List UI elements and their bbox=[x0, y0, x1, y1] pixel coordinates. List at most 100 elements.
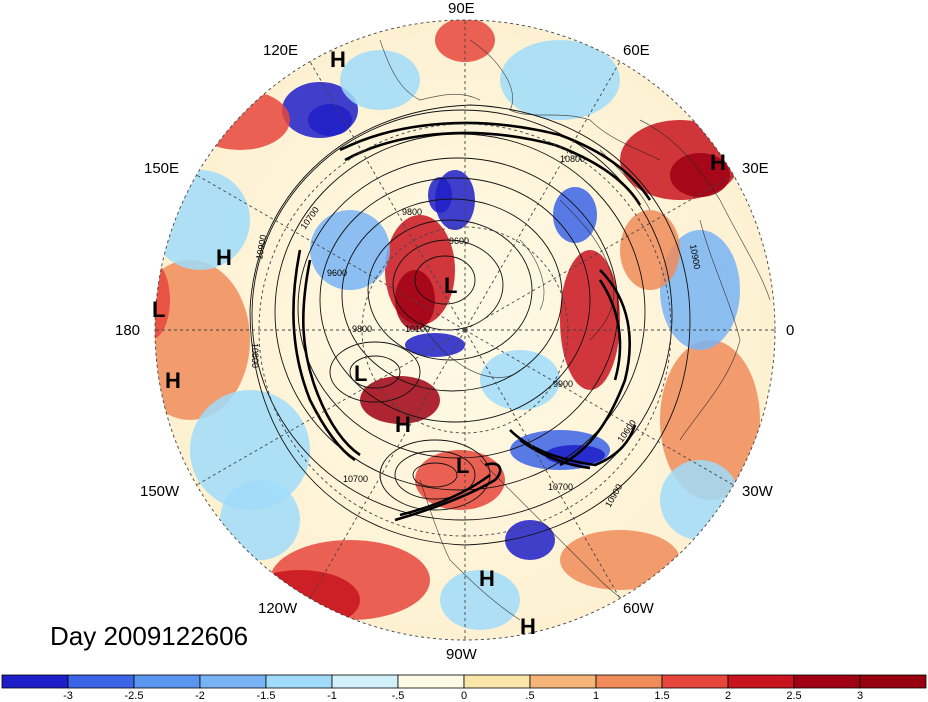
meridian-line bbox=[464, 61, 621, 331]
colorbar-swatch bbox=[793, 674, 861, 689]
colorbar: -3 -2.5 -2 -1.5 -1 -.5 0 .5 1 1.5 2 2.5 3 bbox=[1, 674, 927, 702]
colorbar-swatch bbox=[727, 674, 795, 689]
colorbar-tick-label: -1 bbox=[327, 690, 337, 702]
lon-label-0: 0 bbox=[786, 322, 794, 339]
lon-label-90w: 90W bbox=[446, 646, 478, 663]
day-label: Day 2009122606 bbox=[50, 621, 248, 651]
meridian-line bbox=[464, 329, 734, 486]
high-pressure-marker: H bbox=[520, 614, 536, 639]
pressure-markers: H H H H H H H L L L L bbox=[152, 47, 726, 639]
high-pressure-marker: H bbox=[395, 412, 411, 437]
lon-label-150e: 150E bbox=[144, 160, 179, 177]
contour-label: 10800 bbox=[250, 343, 260, 368]
anomaly-patch bbox=[660, 340, 760, 500]
colorbar-tick-label: -3 bbox=[63, 690, 73, 702]
colorbar-swatch bbox=[199, 674, 267, 689]
lon-label-60w: 60W bbox=[623, 600, 655, 617]
colorbar-swatch bbox=[661, 674, 729, 689]
meridian-line bbox=[309, 61, 466, 331]
colorbar-tick-label: 2.5 bbox=[786, 690, 801, 702]
colorbar-tick-label: 2 bbox=[725, 690, 731, 702]
anomaly-patch bbox=[500, 40, 620, 120]
contour-label: 10900 bbox=[688, 244, 702, 270]
colorbar-swatch bbox=[1, 674, 69, 689]
lon-label-150w: 150W bbox=[140, 483, 180, 500]
anomaly-patch bbox=[505, 520, 555, 560]
anomaly-patch bbox=[440, 570, 520, 630]
contour-label: 10100 bbox=[405, 324, 430, 334]
colorbar-tick-label: 1.5 bbox=[654, 690, 669, 702]
anomaly-patch bbox=[310, 210, 390, 290]
colorbar-tick-label: -2 bbox=[195, 690, 205, 702]
lon-label-180: 180 bbox=[115, 322, 140, 339]
anomaly-patch bbox=[560, 530, 680, 590]
anomaly-patch bbox=[428, 177, 452, 213]
colorbar-tick-label: -1.5 bbox=[257, 690, 276, 702]
lon-label-90e: 90E bbox=[448, 0, 475, 17]
low-pressure-marker: L bbox=[354, 361, 367, 386]
high-pressure-marker: H bbox=[710, 150, 726, 175]
low-pressure-marker: L bbox=[444, 273, 457, 298]
contour-label: 9600 bbox=[327, 268, 347, 278]
lon-label-120e: 120E bbox=[263, 42, 298, 59]
anomaly-patch bbox=[480, 350, 560, 410]
anomaly-patch bbox=[155, 260, 170, 340]
colorbar-tick-label: 0 bbox=[461, 690, 467, 702]
high-pressure-marker: H bbox=[330, 47, 346, 72]
meridian-line bbox=[196, 329, 466, 486]
anomaly-patch bbox=[340, 50, 420, 110]
lon-label-30e: 30E bbox=[742, 160, 769, 177]
colorbar-tick-label: 3 bbox=[857, 690, 863, 702]
colorbar-tick-label: -2.5 bbox=[125, 690, 144, 702]
longitude-labels: 90E 60E 30E 0 30W 60W 90W 120W 150W 180 … bbox=[115, 0, 794, 663]
colorbar-tick-label: -.5 bbox=[392, 690, 405, 702]
contour-label: 9800 bbox=[402, 207, 422, 217]
colorbar-swatch bbox=[397, 674, 465, 689]
colorbar-swatch bbox=[67, 674, 135, 689]
colorbar-swatch bbox=[133, 674, 201, 689]
colorbar-tick-label: 1 bbox=[593, 690, 599, 702]
anomaly-patch bbox=[560, 250, 620, 390]
anomaly-patch bbox=[660, 230, 740, 350]
contour-label: 9600 bbox=[449, 236, 469, 246]
contour-label: 9800 bbox=[352, 324, 372, 334]
colorbar-swatch bbox=[463, 674, 531, 689]
colorbar-tick-label: .5 bbox=[525, 690, 534, 702]
anomaly-field bbox=[155, 20, 775, 640]
jet-stream bbox=[292, 121, 652, 522]
lon-label-60e: 60E bbox=[623, 42, 650, 59]
contour-label: 9900 bbox=[553, 379, 573, 389]
contour-label: 10800 bbox=[560, 154, 585, 164]
lon-label-30w: 30W bbox=[742, 483, 774, 500]
anomaly-patch bbox=[308, 104, 352, 136]
colorbar-swatch bbox=[595, 674, 663, 689]
low-pressure-marker: L bbox=[152, 297, 165, 322]
anomaly-patch bbox=[620, 210, 680, 290]
colorbar-swatch bbox=[331, 674, 399, 689]
colorbar-swatch bbox=[859, 674, 927, 689]
low-pressure-marker: L bbox=[456, 453, 469, 478]
meridian-line bbox=[464, 174, 734, 331]
meridian-line bbox=[196, 174, 466, 331]
height-contours bbox=[249, 104, 691, 546]
high-pressure-marker: H bbox=[165, 368, 181, 393]
anomaly-patch bbox=[660, 460, 740, 540]
anomaly-patch bbox=[395, 270, 435, 330]
contour-label: 10900 bbox=[254, 234, 268, 260]
contour-label: 10700 bbox=[548, 482, 573, 492]
high-pressure-marker: H bbox=[479, 566, 495, 591]
meridian-line bbox=[464, 329, 621, 599]
anomaly-patch bbox=[220, 480, 300, 560]
colorbar-swatch bbox=[529, 674, 597, 689]
graticule bbox=[154, 19, 776, 641]
anomaly-patch bbox=[405, 333, 465, 357]
anomaly-patch bbox=[190, 90, 290, 150]
lon-label-120w: 120W bbox=[258, 600, 298, 617]
high-pressure-marker: H bbox=[216, 245, 232, 270]
anomaly-patch bbox=[155, 170, 250, 270]
anomaly-patch bbox=[415, 450, 505, 510]
meridian-line bbox=[309, 329, 466, 599]
contour-label: 10700 bbox=[343, 474, 368, 484]
colorbar-swatch bbox=[265, 674, 333, 689]
